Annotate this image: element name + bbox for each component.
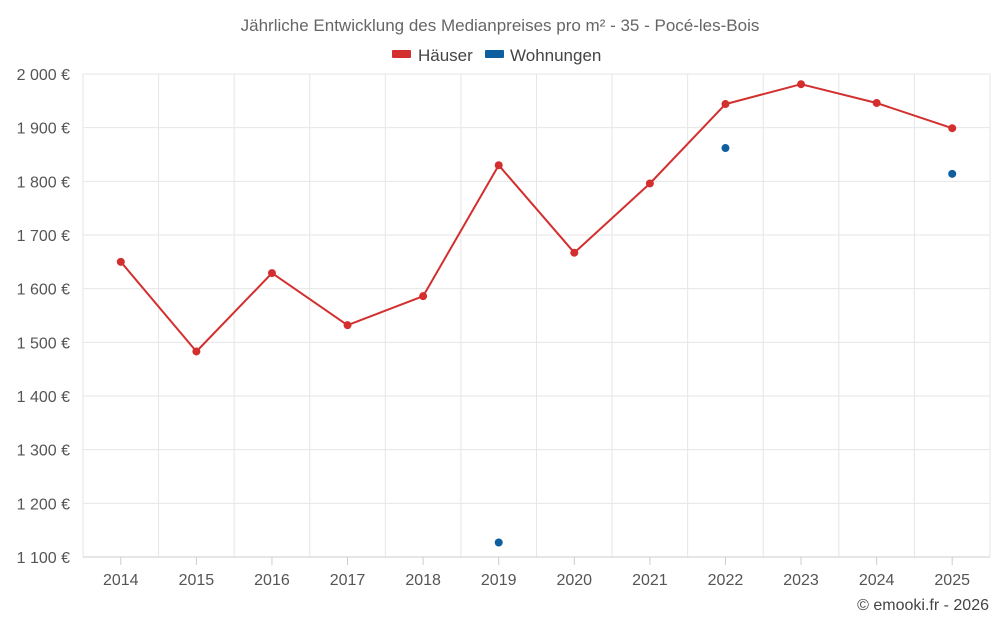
data-point[interactable] [645, 179, 654, 188]
series-apartments [494, 144, 957, 547]
data-point[interactable] [116, 257, 125, 266]
data-point[interactable] [721, 100, 730, 109]
series-houses [116, 80, 957, 356]
x-tick-label: 2023 [783, 572, 819, 589]
x-tick-label: 2014 [103, 572, 139, 589]
x-tick-label: 2021 [632, 572, 668, 589]
y-tick-label: 1 700 € [17, 228, 70, 245]
data-point[interactable] [494, 161, 503, 170]
data-point[interactable] [419, 292, 428, 301]
data-point[interactable] [948, 169, 957, 178]
legend-swatch-apartments [485, 50, 504, 58]
y-tick-label: 1 100 € [17, 550, 70, 567]
legend-label-houses: Häuser [418, 46, 473, 65]
data-point[interactable] [494, 538, 503, 547]
series-line [120, 83, 953, 353]
data-point[interactable] [570, 248, 579, 257]
data-point[interactable] [343, 321, 352, 330]
y-tick-label: 1 300 € [17, 443, 70, 460]
x-tick-label: 2015 [179, 572, 215, 589]
chart-title: Jährliche Entwicklung des Medianpreises … [241, 16, 760, 35]
legend-item-apartments[interactable]: Wohnungen [485, 46, 601, 65]
x-tick-label: 2018 [405, 572, 441, 589]
y-tick-label: 1 400 € [17, 389, 70, 406]
legend-swatch-houses [392, 50, 411, 58]
credit-text: © emooki.fr - 2026 [857, 597, 989, 614]
data-point[interactable] [267, 269, 276, 278]
x-tick-label: 2020 [556, 572, 592, 589]
data-point[interactable] [721, 144, 730, 153]
legend[interactable]: Häuser Wohnungen [392, 46, 601, 65]
series [116, 80, 957, 547]
data-point[interactable] [872, 98, 881, 107]
y-tick-label: 2 000 € [17, 67, 70, 84]
gridlines [82, 73, 991, 557]
data-point[interactable] [797, 80, 806, 89]
y-tick-label: 1 800 € [17, 174, 70, 191]
x-axis: 2014 2015 2016 2017 2018 2019 2020 2021 2022 2023… [83, 556, 990, 589]
x-tick-label: 2017 [330, 572, 366, 589]
legend-label-apartments: Wohnungen [510, 46, 601, 65]
x-tick-label: 2025 [934, 572, 970, 589]
x-tick-label: 2019 [481, 572, 517, 589]
x-tick-label: 2022 [708, 572, 744, 589]
x-tick-label: 2024 [859, 572, 895, 589]
x-tick-label: 2016 [254, 572, 290, 589]
y-tick-label: 1 200 € [17, 496, 70, 513]
y-axis: 2 000 € 1 900 € 1 800 € 1 700 € 1 600 € 1 500… [17, 67, 70, 567]
legend-item-houses[interactable]: Häuser [392, 46, 473, 65]
data-point[interactable] [192, 347, 201, 356]
y-tick-label: 1 500 € [17, 335, 70, 352]
data-point[interactable] [948, 124, 957, 133]
y-tick-label: 1 600 € [17, 282, 70, 299]
y-tick-label: 1 900 € [17, 121, 70, 138]
